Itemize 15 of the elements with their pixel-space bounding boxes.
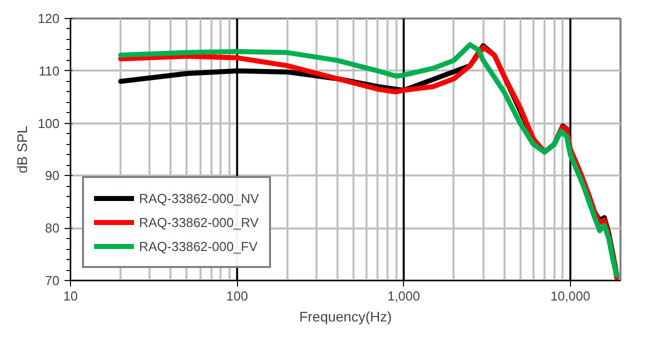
y-tick-label: 90 (45, 168, 60, 184)
legend-label: RAQ-33862-000_FV (139, 238, 258, 254)
y-axis-title: dB SPL (14, 126, 30, 174)
x-tick-label: 10,000 (550, 288, 590, 304)
y-tick-label: 80 (45, 220, 60, 236)
y-tick-label: 70 (45, 273, 60, 288)
x-tick-label: 10 (63, 288, 78, 304)
legend-label: RAQ-33862-000_RV (139, 214, 259, 230)
x-axis-title: Frequency(Hz) (299, 308, 392, 324)
x-tick-label: 100 (226, 288, 248, 304)
y-tick-label: 110 (38, 63, 60, 78)
legend-label: RAQ-33862-000_NV (139, 190, 259, 206)
x-tick-label: 1,000 (387, 288, 420, 304)
y-tick-label: 120 (38, 11, 60, 26)
y-tick-label: 100 (38, 116, 60, 131)
